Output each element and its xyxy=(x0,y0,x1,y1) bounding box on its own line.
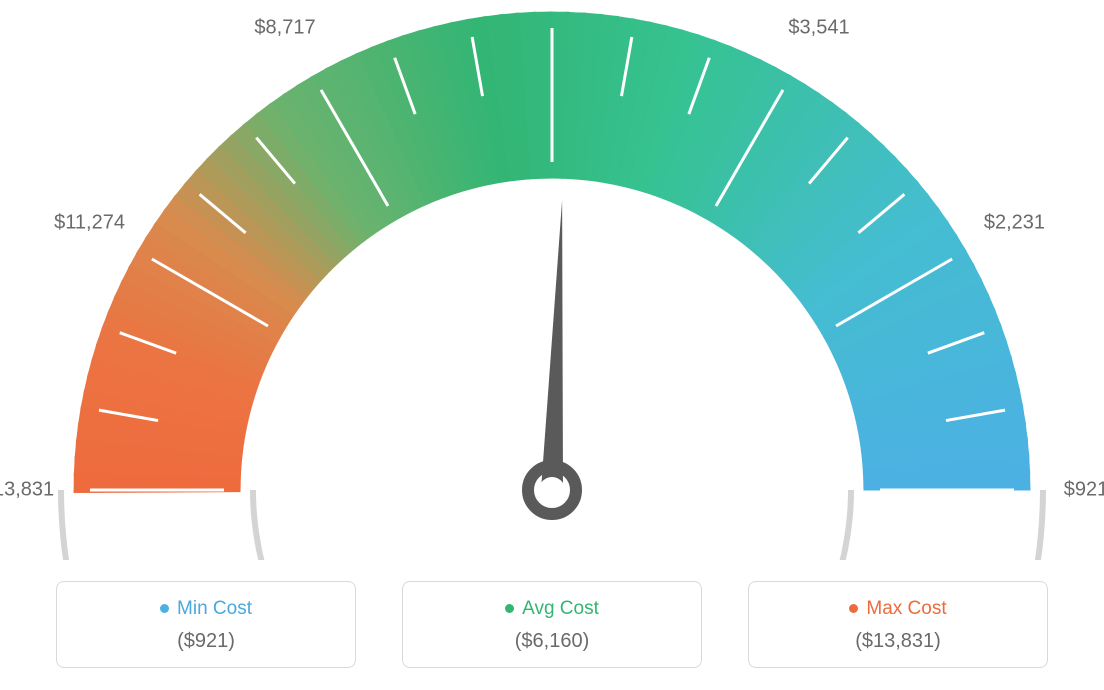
gauge-tick-label: $11,274 xyxy=(54,212,125,235)
legend-title-text: Max Cost xyxy=(866,598,946,619)
gauge-chart: $921$2,231$3,541$6,160$8,717$11,274$13,8… xyxy=(0,0,1104,560)
gauge-tick-label: $2,231 xyxy=(984,212,1045,235)
legend-avg-value: ($6,160) xyxy=(413,630,691,653)
legend-title-text: Avg Cost xyxy=(522,598,599,619)
legend-min-value: ($921) xyxy=(67,630,345,653)
legend-max-title: Max Cost xyxy=(759,598,1037,620)
dot-icon-avg xyxy=(505,604,514,613)
legend-max-value: ($13,831) xyxy=(759,630,1037,653)
gauge-tick-label: $921 xyxy=(1064,479,1104,502)
gauge-tick-label: $8,717 xyxy=(254,16,315,39)
dot-icon-min xyxy=(160,604,169,613)
legend-card-min: Min Cost ($921) xyxy=(56,581,356,668)
gauge-tick-label: $13,831 xyxy=(0,479,54,502)
legend-row: Min Cost ($921) Avg Cost ($6,160) Max Co… xyxy=(0,581,1104,668)
gauge-tick-label: $3,541 xyxy=(788,16,849,39)
legend-title-text: Min Cost xyxy=(177,598,252,619)
legend-min-title: Min Cost xyxy=(67,598,345,620)
legend-avg-title: Avg Cost xyxy=(413,598,691,620)
legend-card-max: Max Cost ($13,831) xyxy=(748,581,1048,668)
dot-icon-max xyxy=(849,604,858,613)
gauge-svg xyxy=(0,0,1104,560)
legend-card-avg: Avg Cost ($6,160) xyxy=(402,581,702,668)
